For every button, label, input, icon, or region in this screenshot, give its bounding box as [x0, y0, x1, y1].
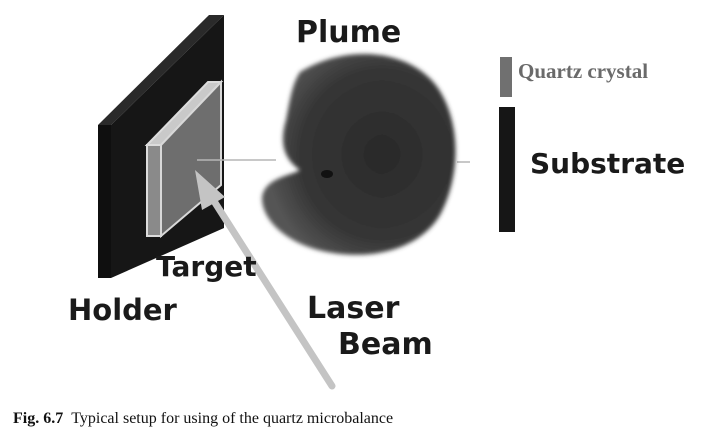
target-label: Target: [156, 250, 257, 283]
laser-label: Laser: [307, 291, 400, 326]
holder-front-face: [98, 125, 111, 278]
holder-label: Holder: [68, 293, 177, 327]
quartz-crystal-label: Quartz crystal: [518, 59, 649, 83]
caption-number: Fig. 6.7: [13, 410, 64, 427]
laser-beam-arrowhead: [195, 170, 225, 210]
substrate-label: Substrate: [530, 147, 686, 180]
caption-text: Typical setup for using of the quartz mi…: [71, 410, 394, 427]
plume-label: Plume: [296, 15, 402, 50]
figure-caption: Fig. 6.7 Typical setup for using of the q…: [13, 411, 393, 427]
substrate-bar: [499, 107, 515, 232]
plume-cloud: [262, 53, 456, 255]
target-front-face: [146, 144, 162, 237]
plume-core: [321, 170, 333, 178]
beam-label: Beam: [338, 327, 433, 362]
laser-beam-arrow: [195, 170, 336, 390]
setup-diagram: [98, 15, 515, 390]
quartz-crystal-bar: [500, 57, 512, 97]
laser-beam-shaft: [201, 183, 336, 390]
holder-top-face: [98, 15, 224, 125]
plume: [262, 53, 456, 255]
